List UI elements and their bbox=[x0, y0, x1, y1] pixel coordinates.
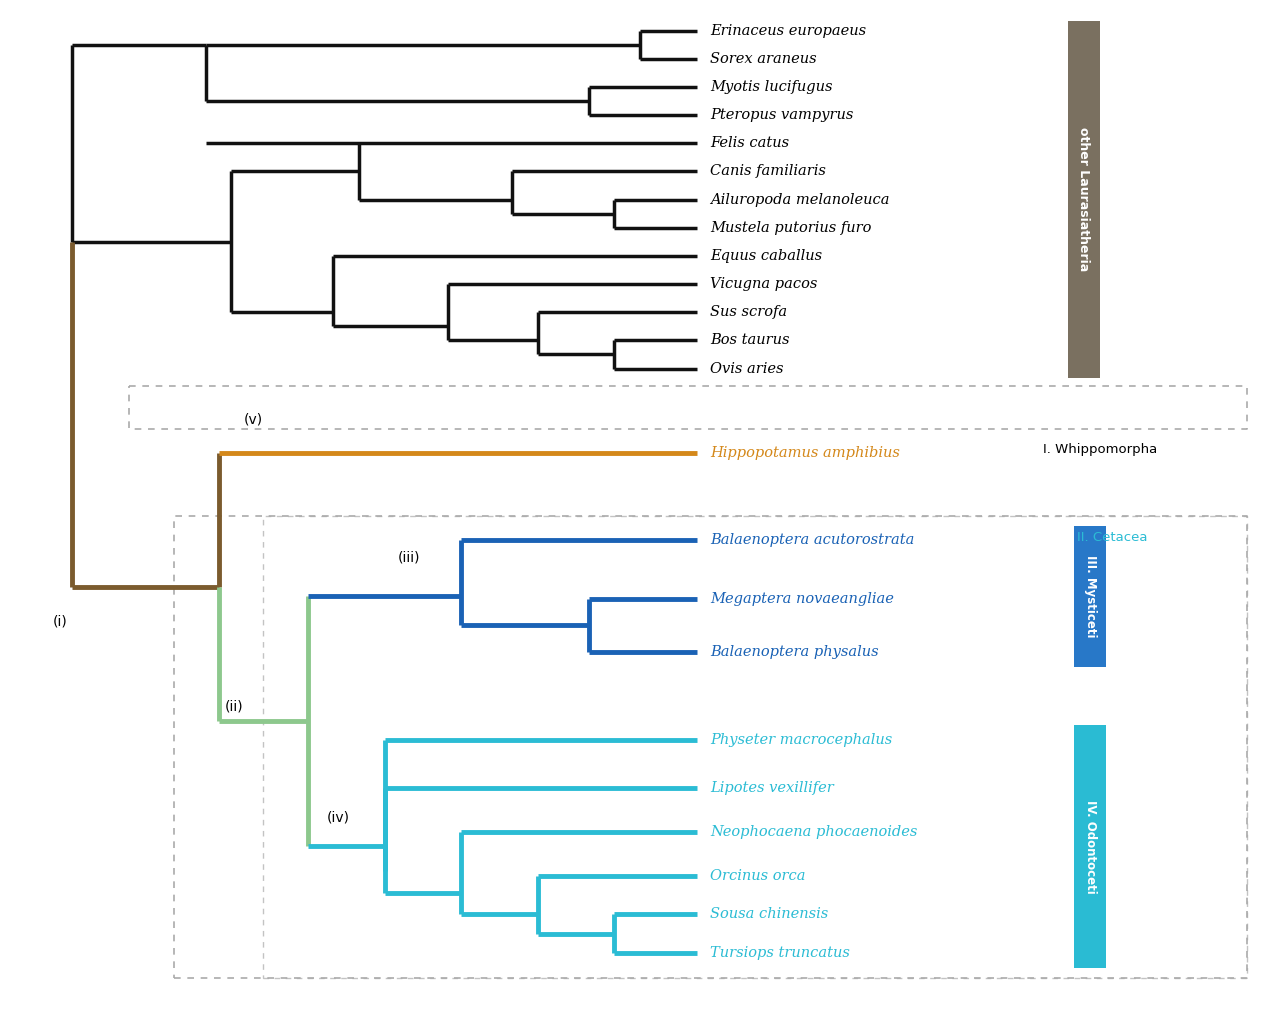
Text: (i): (i) bbox=[52, 614, 68, 628]
Text: Vicugna pacos: Vicugna pacos bbox=[710, 278, 818, 291]
Text: Balaenoptera acutorostrata: Balaenoptera acutorostrata bbox=[710, 534, 915, 547]
Text: Sorex araneus: Sorex araneus bbox=[710, 52, 817, 66]
Text: Megaptera novaeangliae: Megaptera novaeangliae bbox=[710, 592, 895, 606]
Text: III. Mysticeti: III. Mysticeti bbox=[1084, 555, 1097, 637]
Text: Felis catus: Felis catus bbox=[710, 136, 790, 150]
Text: I. Whippomorpha: I. Whippomorpha bbox=[1043, 444, 1157, 457]
Bar bbox=[1068, 21, 1100, 378]
Text: Equus caballus: Equus caballus bbox=[710, 249, 822, 263]
Text: Canis familiaris: Canis familiaris bbox=[710, 164, 826, 178]
Text: Bos taurus: Bos taurus bbox=[710, 333, 790, 347]
Bar bbox=[1074, 526, 1106, 667]
Text: Ailuropoda melanoleuca: Ailuropoda melanoleuca bbox=[710, 192, 890, 207]
Text: Tursiops truncatus: Tursiops truncatus bbox=[710, 946, 850, 960]
Text: IV. Odontoceti: IV. Odontoceti bbox=[1084, 799, 1097, 893]
Text: Lipotes vexillifer: Lipotes vexillifer bbox=[710, 781, 835, 795]
Text: Ovis aries: Ovis aries bbox=[710, 362, 783, 376]
Text: Physeter macrocephalus: Physeter macrocephalus bbox=[710, 732, 892, 747]
Text: Neophocaena phocaenoides: Neophocaena phocaenoides bbox=[710, 825, 918, 839]
Bar bbox=[1074, 725, 1106, 967]
Text: Mustela putorius furo: Mustela putorius furo bbox=[710, 221, 872, 235]
Text: Pteropus vampyrus: Pteropus vampyrus bbox=[710, 108, 854, 122]
Text: (iii): (iii) bbox=[397, 550, 420, 564]
Text: Myotis lucifugus: Myotis lucifugus bbox=[710, 80, 833, 94]
Text: II. Cetacea: II. Cetacea bbox=[1078, 531, 1148, 544]
Text: Balaenoptera physalus: Balaenoptera physalus bbox=[710, 645, 879, 659]
Text: other Laurasiatheria: other Laurasiatheria bbox=[1078, 128, 1091, 271]
Text: Sousa chinensis: Sousa chinensis bbox=[710, 908, 828, 922]
Text: (iv): (iv) bbox=[328, 810, 351, 825]
Text: (v): (v) bbox=[244, 412, 264, 426]
Text: Erinaceus europaeus: Erinaceus europaeus bbox=[710, 23, 867, 37]
Text: Orcinus orca: Orcinus orca bbox=[710, 868, 805, 882]
Text: (ii): (ii) bbox=[225, 700, 243, 714]
Text: Sus scrofa: Sus scrofa bbox=[710, 305, 787, 319]
Text: Hippopotamus amphibius: Hippopotamus amphibius bbox=[710, 446, 900, 460]
